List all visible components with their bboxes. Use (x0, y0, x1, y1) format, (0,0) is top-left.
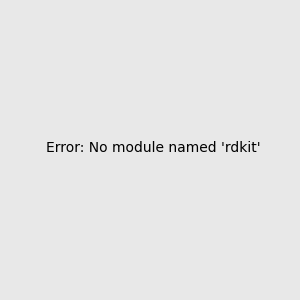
Text: Error: No module named 'rdkit': Error: No module named 'rdkit' (46, 140, 261, 154)
